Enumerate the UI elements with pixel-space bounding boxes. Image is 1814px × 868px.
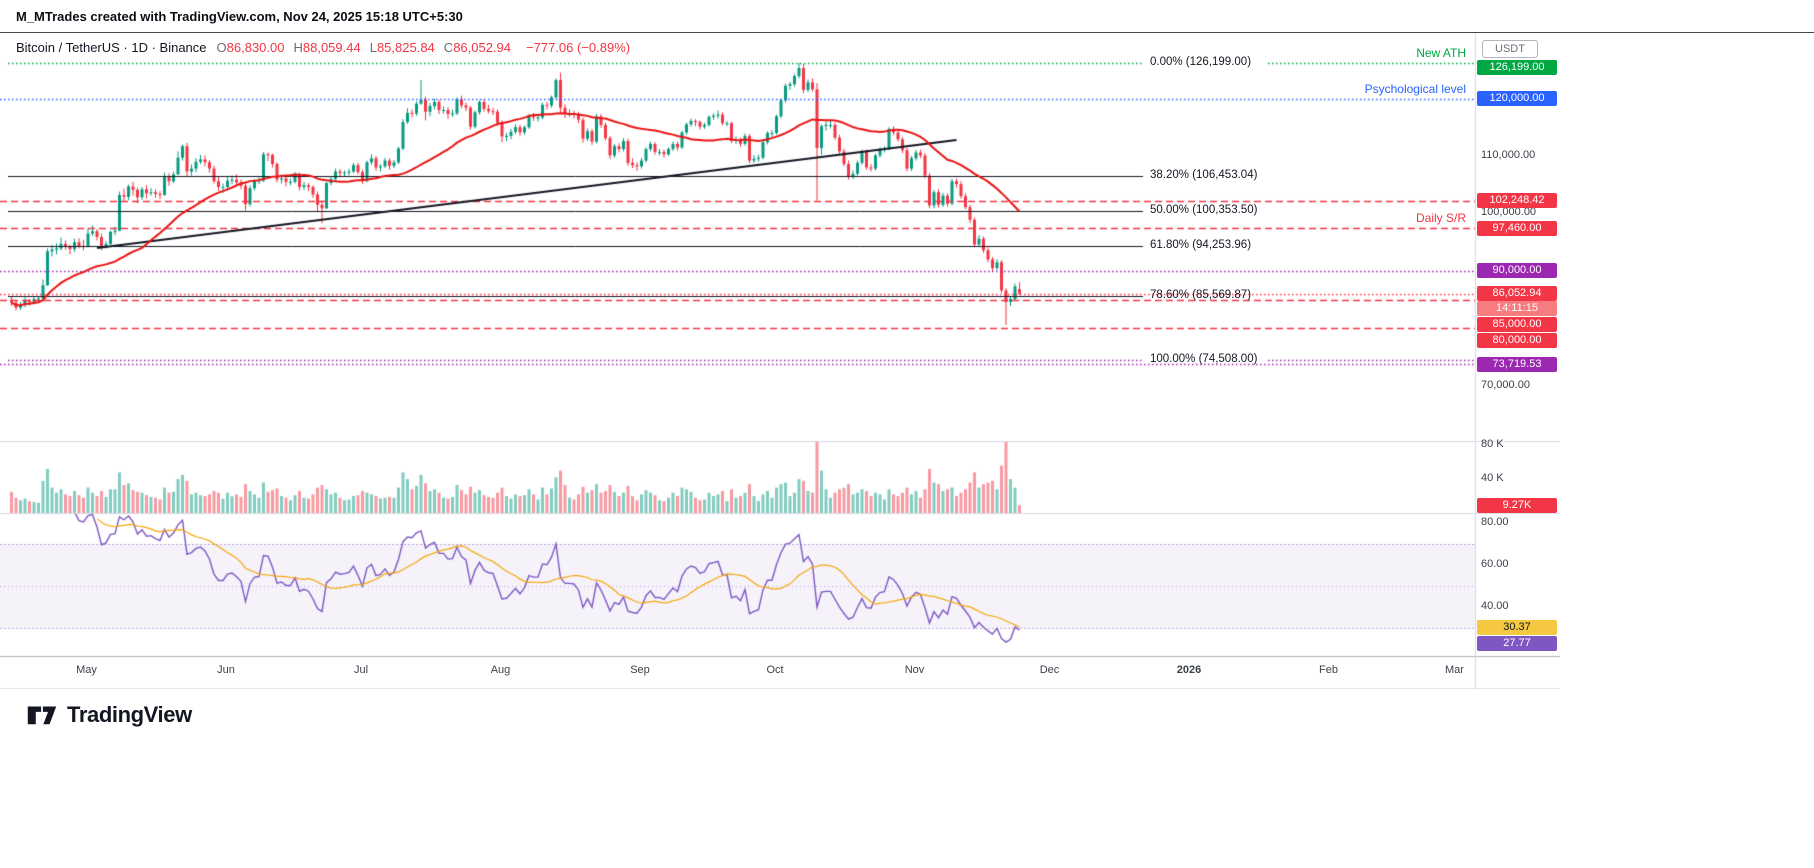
open-label: O — [216, 40, 227, 55]
chart-canvas[interactable] — [0, 33, 1560, 689]
high-label: H — [293, 40, 303, 55]
footer: TradingView — [26, 701, 192, 728]
open-value: 86,830.00 — [226, 40, 285, 55]
low-value: 85,825.84 — [376, 40, 435, 55]
low-label: L — [369, 40, 377, 55]
price-axis[interactable] — [1475, 33, 1565, 656]
attribution-text: M_MTrades created with TradingView.com, … — [16, 8, 463, 24]
currency-unit-button[interactable]: USDT — [1482, 40, 1538, 58]
chart-container: Bitcoin / TetherUS · 1D · Binance O86,83… — [0, 32, 1814, 689]
time-axis[interactable] — [0, 656, 1475, 689]
close-label: C — [443, 40, 454, 55]
close-value: 86,052.94 — [453, 40, 512, 55]
change-value: −777.06 (−0.89%) — [526, 40, 631, 55]
high-value: 88,059.44 — [302, 40, 361, 55]
chart-legend: Bitcoin / TetherUS · 1D · Binance O86,83… — [16, 40, 630, 55]
tradingview-logo-icon[interactable] — [26, 701, 58, 728]
symbol-title[interactable]: Bitcoin / TetherUS · 1D · Binance — [16, 40, 207, 55]
attribution-bar: M_MTrades created with TradingView.com, … — [0, 0, 1814, 32]
tradingview-logo-text[interactable]: TradingView — [67, 701, 192, 727]
